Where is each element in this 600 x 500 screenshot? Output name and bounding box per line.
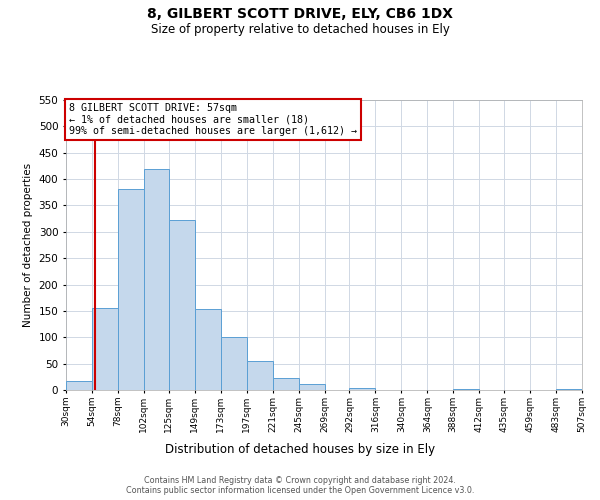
Text: 8, GILBERT SCOTT DRIVE, ELY, CB6 1DX: 8, GILBERT SCOTT DRIVE, ELY, CB6 1DX [147,8,453,22]
Bar [144,168,169,390]
Bar [299,384,325,390]
Bar [195,310,221,390]
Bar [247,361,272,390]
Text: Size of property relative to detached houses in Ely: Size of property relative to detached ho… [151,22,449,36]
Text: 8 GILBERT SCOTT DRIVE: 57sqm
← 1% of detached houses are smaller (18)
99% of sem: 8 GILBERT SCOTT DRIVE: 57sqm ← 1% of det… [68,103,356,136]
Bar [66,380,92,390]
Bar [349,388,376,390]
Bar [169,220,195,390]
Bar [92,308,118,390]
Text: Contains HM Land Registry data © Crown copyright and database right 2024.
Contai: Contains HM Land Registry data © Crown c… [126,476,474,495]
Bar [453,389,479,390]
Bar [221,336,247,390]
Text: Distribution of detached houses by size in Ely: Distribution of detached houses by size … [165,442,435,456]
Y-axis label: Number of detached properties: Number of detached properties [23,163,33,327]
Bar [272,378,299,390]
Bar [118,188,144,390]
